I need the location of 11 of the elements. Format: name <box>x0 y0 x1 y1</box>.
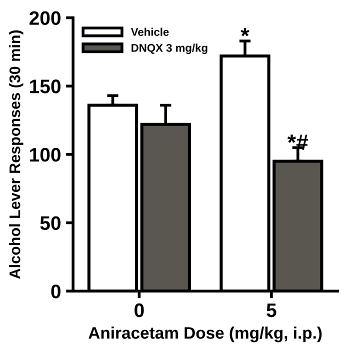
legend-label: Vehicle <box>130 28 169 36</box>
y-tick-label: 0 <box>51 284 60 298</box>
annotation: * <box>240 28 250 36</box>
legend-label: DNQX 3 mg/kg <box>132 44 208 54</box>
x-tick-label: 5 <box>266 304 276 318</box>
y-tick-label: 50 <box>40 216 60 230</box>
y-tick-label: 100 <box>30 148 60 162</box>
y-tick-label: 150 <box>30 80 60 94</box>
y-axis-title: Alcohol Lever Responses (30 min) <box>9 30 24 279</box>
y-tick-label: 200 <box>30 11 60 25</box>
x-axis-title: Aniracetam Dose (mg/kg, i.p.) <box>88 326 322 342</box>
